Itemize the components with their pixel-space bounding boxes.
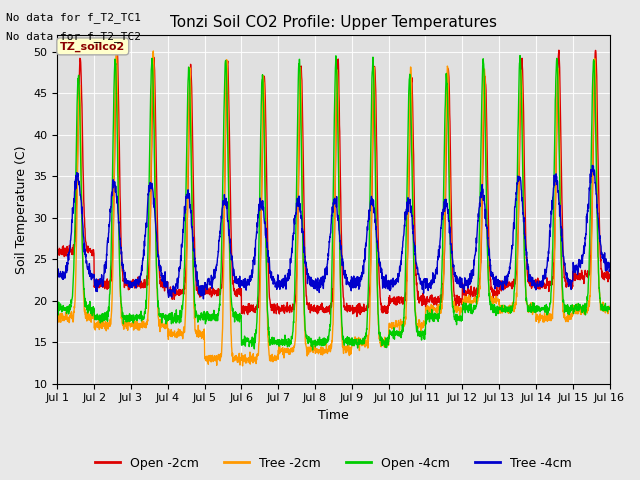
Text: TZ_soilco2: TZ_soilco2	[60, 41, 125, 51]
Tree -4cm	[362, 242, 369, 248]
Open -4cm	[494, 311, 502, 317]
Tree -4cm	[605, 267, 613, 273]
Tree -2cm	[54, 312, 61, 318]
Open -4cm	[349, 337, 357, 343]
Open -4cm	[362, 336, 369, 341]
Legend: Open -2cm, Tree -2cm, Open -4cm, Tree -4cm: Open -2cm, Tree -2cm, Open -4cm, Tree -4…	[90, 452, 577, 475]
Tree -4cm	[208, 277, 216, 283]
Open -2cm	[362, 306, 369, 312]
Y-axis label: Soil Temperature (C): Soil Temperature (C)	[15, 145, 28, 274]
Tree -2cm	[350, 343, 358, 349]
Tree -2cm	[573, 307, 580, 312]
Tree -2cm	[495, 296, 502, 302]
Tree -2cm	[605, 303, 613, 309]
Text: No data for f_T2_TC2: No data for f_T2_TC2	[6, 31, 141, 42]
Tree -4cm	[200, 296, 207, 302]
Open -2cm	[207, 294, 215, 300]
X-axis label: Time: Time	[318, 409, 349, 422]
Title: Tonzi Soil CO2 Profile: Upper Temperatures: Tonzi Soil CO2 Profile: Upper Temperatur…	[170, 15, 497, 30]
Tree -2cm	[557, 255, 565, 261]
Tree -2cm	[239, 363, 246, 369]
Tree -4cm	[54, 270, 61, 276]
Tree -4cm	[572, 262, 580, 268]
Open -4cm	[308, 347, 316, 353]
Open -4cm	[54, 307, 61, 313]
Line: Tree -2cm: Tree -2cm	[58, 48, 609, 366]
Open -4cm	[557, 252, 565, 257]
Tree -4cm	[589, 163, 596, 168]
Open -4cm	[605, 306, 613, 312]
Open -2cm	[557, 153, 565, 158]
Line: Open -2cm: Open -2cm	[58, 50, 609, 317]
Open -2cm	[353, 314, 361, 320]
Open -2cm	[349, 310, 357, 316]
Tree -2cm	[113, 46, 120, 51]
Open -2cm	[573, 272, 580, 278]
Line: Tree -4cm: Tree -4cm	[58, 166, 609, 299]
Tree -2cm	[362, 341, 370, 347]
Open -2cm	[494, 290, 502, 296]
Open -4cm	[207, 313, 215, 319]
Tree -4cm	[349, 278, 357, 284]
Open -2cm	[54, 244, 61, 250]
Line: Open -4cm: Open -4cm	[58, 56, 609, 350]
Open -4cm	[516, 53, 524, 59]
Open -2cm	[555, 48, 563, 53]
Tree -2cm	[208, 356, 216, 361]
Open -2cm	[605, 276, 613, 281]
Text: No data for f_T2_TC1: No data for f_T2_TC1	[6, 12, 141, 23]
Tree -4cm	[557, 225, 564, 230]
Tree -4cm	[494, 276, 502, 282]
Open -4cm	[573, 306, 580, 312]
